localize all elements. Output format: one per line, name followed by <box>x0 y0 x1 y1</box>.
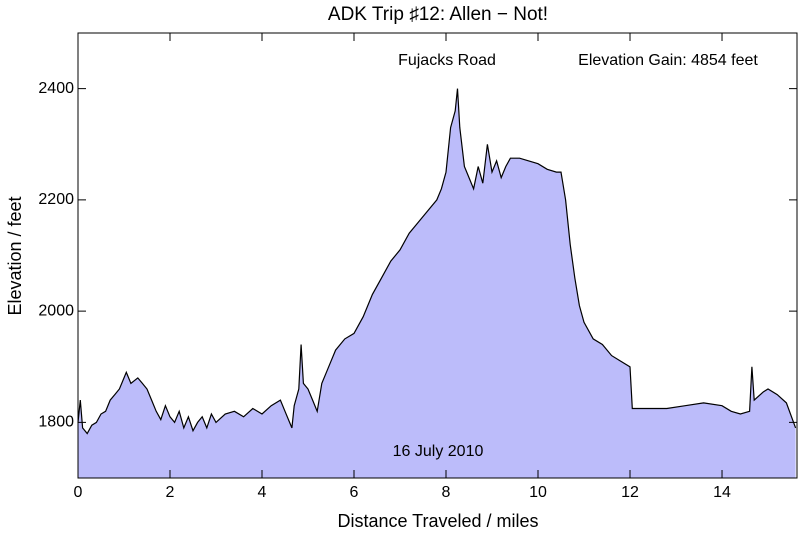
y-tick-label: 2400 <box>38 80 74 97</box>
chart-title: ADK Trip ♯12: Allen − Not! <box>328 4 548 25</box>
x-tick-label: 4 <box>258 484 267 501</box>
x-axis-label: Distance Traveled / miles <box>337 511 538 531</box>
area-line <box>77 88 797 435</box>
annotation: 16 July 2010 <box>393 443 484 460</box>
y-tick-label: 2000 <box>38 302 74 319</box>
y-tick-label: 1800 <box>38 414 74 431</box>
x-tick-label: 2 <box>166 484 175 501</box>
plot-frame <box>77 32 798 479</box>
area-fill <box>78 88 796 478</box>
x-tick-label: 6 <box>350 484 359 501</box>
annotation: Elevation Gain: 4854 feet <box>578 52 758 69</box>
x-tick-label: 0 <box>74 484 83 501</box>
x-tick-label: 8 <box>442 484 451 501</box>
x-tick-label: 14 <box>713 484 731 501</box>
x-tick-label: 12 <box>621 484 639 501</box>
annotation: Fujacks Road <box>398 52 496 69</box>
y-axis-label: Elevation / feet <box>5 196 25 315</box>
y-tick-label: 2200 <box>38 191 74 208</box>
x-tick-label: 10 <box>529 484 547 501</box>
